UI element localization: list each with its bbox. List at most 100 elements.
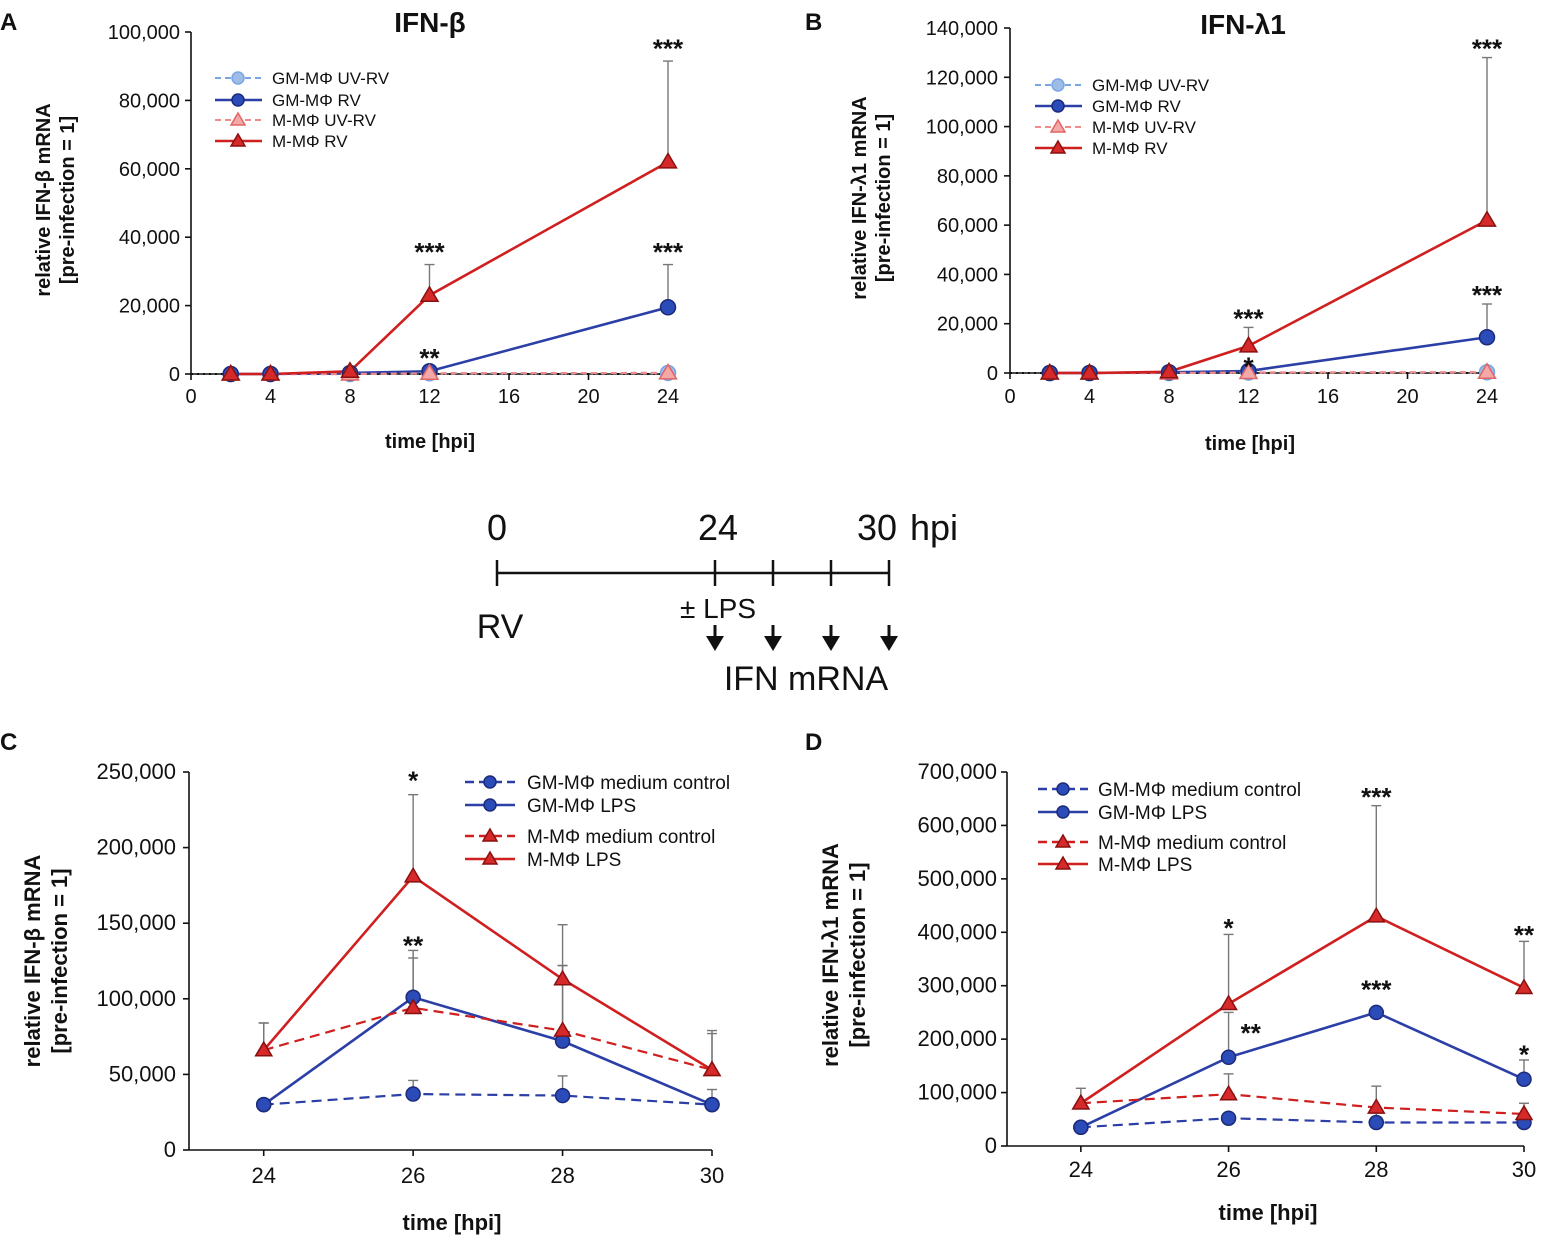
x-tick-label-a: 16 (498, 386, 520, 408)
x-tick-label-a: 0 (185, 386, 196, 408)
data-point-a-2 (419, 363, 440, 381)
data-point-a-3 (260, 364, 281, 381)
y-tick-label-b: 0 (987, 363, 998, 385)
timeline-readout-label: IFN mRNA (724, 660, 889, 698)
data-point-c-1 (255, 1096, 272, 1113)
legend-label-d-gm-lps: GM-MΦ LPS (1098, 803, 1207, 824)
y-axis-label-c-line2: [pre-infection = 1] (47, 868, 72, 1053)
timeline-unit: hpi (910, 507, 958, 548)
panel-c: C 0 50,000 100,000 150,000 200,000 250,000 24… (0, 729, 730, 1235)
legend-b: GM-MΦ UV-RV GM-MΦ RV M-MΦ UV-RV M-MΦ RV (1035, 76, 1210, 158)
data-point-d-3 (1366, 906, 1386, 923)
significance-label-a: *** (653, 237, 684, 267)
data-point-d-1 (1220, 1049, 1237, 1066)
x-tick-label-b: 8 (1163, 386, 1174, 408)
y-axis-ticks-c: 0 50,000 100,000 150,000 200,000 250,000 (96, 759, 189, 1162)
data-point-a-3 (658, 151, 678, 169)
y-axis-label-b-line2: [pre-infection = 1] (873, 114, 895, 282)
plot-area-b (1039, 56, 1497, 382)
arrow-down-icon (822, 625, 840, 651)
x-tick-label-d: 30 (1512, 1157, 1536, 1182)
data-point-d-1 (1368, 1004, 1385, 1021)
timeline-label-24: 24 (698, 507, 738, 548)
legend-d: GM-MΦ medium control GM-MΦ LPS M-MΦ medi… (1038, 780, 1301, 876)
y-tick-label-d: 300,000 (917, 973, 997, 998)
data-point-c-3 (403, 866, 423, 883)
data-point-b-3 (1079, 363, 1100, 380)
legend-label-a-m-uv: M-MΦ UV-RV (272, 111, 377, 130)
y-tick-label-a: 60,000 (119, 159, 180, 181)
significance-label-d: *** (1361, 974, 1392, 1004)
x-tick-label-d: 28 (1364, 1157, 1388, 1182)
timeline-treatment-label: ± LPS (680, 593, 756, 624)
x-tick-label-b: 16 (1317, 386, 1339, 408)
y-axis-label-a-line2: [pre-infection = 1] (57, 116, 79, 284)
y-tick-label-d: 100,000 (917, 1080, 997, 1105)
data-point-b-3 (1039, 363, 1060, 380)
x-tick-label-b: 4 (1084, 386, 1095, 408)
legend-marker-d-m-lps (1054, 855, 1072, 870)
significance-label-a: ** (419, 343, 440, 373)
legend-label-a-m-rv: M-MΦ RV (272, 132, 348, 151)
sampling-arrows (706, 625, 898, 651)
y-tick-label-b: 100,000 (926, 117, 998, 139)
legend-marker-c-gm-medium (483, 775, 497, 789)
data-point-c-2 (403, 998, 423, 1015)
y-axis-ticks-b: 0 20,000 40,000 60,000 80,000 100,000 120,000 1… (926, 18, 1010, 385)
panel-b: B IFN-λ1 0 20,000 40,000 60,000 80,000 100,00… (805, 9, 1503, 455)
legend-label-c-m-medium: M-MΦ medium control (527, 827, 715, 848)
y-tick-label-d: 400,000 (917, 919, 997, 944)
x-tick-label-a: 24 (657, 386, 679, 408)
data-point-d-0 (1368, 1114, 1385, 1131)
series-line-c-1 (262, 995, 713, 1106)
x-axis-label-a: time [hpi] (385, 431, 475, 453)
significance-label-d: * (1224, 913, 1235, 943)
legend-label-c-gm-medium: GM-MΦ medium control (527, 773, 730, 794)
data-point-d-0 (1220, 1110, 1237, 1126)
data-point-a-3 (419, 285, 440, 303)
legend-marker-d-m-medium (1054, 833, 1072, 848)
data-point-a-1 (659, 299, 677, 316)
y-tick-label-a: 100,000 (108, 22, 180, 44)
x-tick-label-c: 26 (401, 1163, 425, 1188)
timeline-start-label: RV (477, 608, 524, 646)
y-tick-label-c: 250,000 (96, 759, 176, 784)
significance-annotations-b: ********** (1233, 34, 1503, 382)
legend-a: GM-MΦ UV-RV GM-MΦ RV M-MΦ UV-RV M-MΦ RV (215, 69, 390, 151)
legend-label-b-m-uv: M-MΦ UV-RV (1092, 118, 1197, 137)
y-tick-label-b: 40,000 (937, 264, 998, 286)
data-point-a-2 (658, 362, 678, 380)
y-tick-label-c: 50,000 (109, 1061, 176, 1086)
y-axis-label-d-line2: [pre-infection = 1] (845, 862, 870, 1047)
series-line-b-3 (1049, 219, 1488, 375)
x-axis-ticks-b: 0 4 8 12 16 20 24 (1004, 373, 1498, 408)
y-tick-label-c: 100,000 (96, 986, 176, 1011)
y-axis-ticks-d: 0 100,000 200,000 300,000 400,000 500,000 600,… (917, 759, 1007, 1158)
series-line-c-0 (263, 1092, 713, 1106)
legend-label-d-m-lps: M-MΦ LPS (1098, 855, 1192, 876)
legend-marker-c-m-lps (481, 850, 499, 865)
x-tick-label-a: 4 (265, 386, 276, 408)
panel-a: A IFN-β 0 20,000 40,000 60,000 80,000 100,000… (0, 7, 684, 453)
x-axis-ticks-c: 24 26 28 30 (251, 1150, 724, 1188)
y-tick-label-b: 140,000 (926, 18, 998, 40)
legend-marker-c-gm-lps (483, 798, 497, 812)
y-axis-label-b-line1: relative IFN-λ1 mRNA (849, 96, 871, 299)
x-tick-label-a: 20 (577, 386, 599, 408)
x-axis-label-c: time [hpi] (403, 1210, 502, 1235)
panel-label-c: C (0, 729, 17, 756)
significance-label-b: * (1243, 352, 1254, 382)
y-tick-label-a: 20,000 (119, 296, 180, 318)
data-point-c-3 (254, 1040, 274, 1057)
data-point-c-0 (405, 1086, 421, 1102)
x-tick-label-d: 24 (1069, 1157, 1093, 1182)
data-point-b-1 (1478, 329, 1496, 346)
series-line-b-1 (1049, 335, 1488, 375)
legend-marker-d-gm-lps (1056, 805, 1070, 819)
series-line-d-3 (1080, 914, 1525, 1105)
significance-annotations-c: *** (403, 766, 424, 961)
y-tick-label-d: 0 (985, 1133, 997, 1158)
data-point-d-2 (1219, 1084, 1238, 1101)
data-point-b-3 (1477, 210, 1497, 227)
